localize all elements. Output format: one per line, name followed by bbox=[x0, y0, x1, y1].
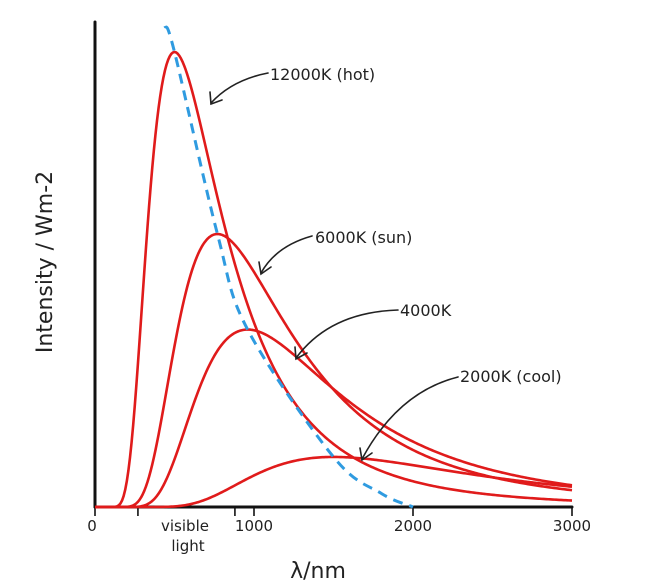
x-tick-label-3: 3000 bbox=[553, 517, 591, 535]
curve-2000k bbox=[95, 455, 573, 509]
annotation-arrows bbox=[209, 72, 459, 462]
visible-light-marker bbox=[137, 507, 236, 516]
x-ticks: 0 1000 2000 3000 bbox=[87, 507, 591, 535]
x-axis-label: λ/nm bbox=[290, 559, 346, 584]
visible-light-label-line2: light bbox=[171, 537, 204, 555]
peak-locus-line bbox=[163, 25, 414, 509]
arrow-4000k bbox=[295, 309, 399, 359]
annotation-6000k: 6000K (sun) bbox=[315, 228, 412, 247]
curves bbox=[95, 50, 573, 509]
x-tick-label-1: 1000 bbox=[235, 517, 273, 535]
visible-light-label-line1: visible bbox=[161, 517, 209, 535]
x-tick-label-0: 0 bbox=[87, 517, 97, 535]
y-axis-label: Intensity / Wm-2 bbox=[33, 171, 58, 353]
x-tick-label-2: 2000 bbox=[394, 517, 432, 535]
arrow-6000k bbox=[260, 235, 313, 274]
annotation-12000k: 12000K (hot) bbox=[270, 65, 375, 84]
arrow-12000k bbox=[210, 72, 269, 104]
curve-4000k bbox=[95, 328, 573, 509]
arrow-2000k bbox=[361, 376, 459, 460]
arrowhead-2000k bbox=[359, 447, 373, 462]
annotation-4000k: 4000K bbox=[400, 301, 452, 320]
arrowhead-4000k bbox=[294, 346, 308, 361]
curve-12000k bbox=[95, 50, 573, 509]
annotation-2000k: 2000K (cool) bbox=[460, 367, 562, 386]
arrowhead-6000k bbox=[258, 261, 272, 276]
arrowhead-12000k bbox=[209, 91, 223, 106]
